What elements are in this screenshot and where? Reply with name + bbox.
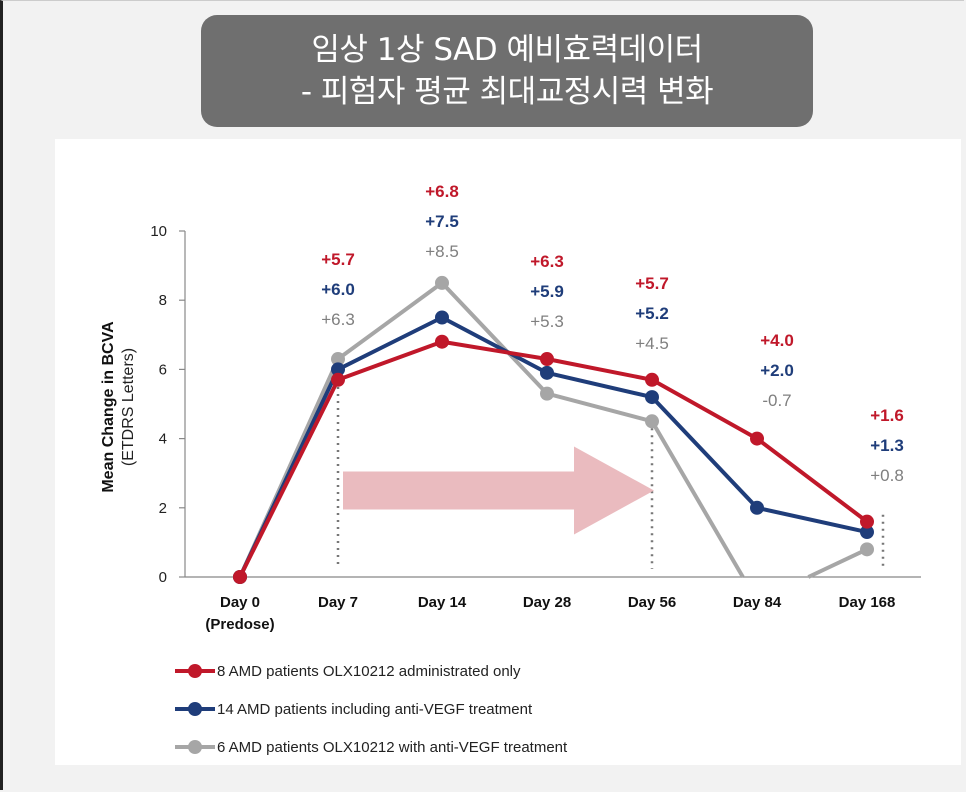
- data-label: +2.0: [760, 361, 794, 380]
- data-point-red: [750, 431, 764, 446]
- data-point-red: [331, 372, 345, 387]
- data-label: +6.3: [530, 252, 564, 271]
- title-banner: 임상 1상 SAD 예비효력데이터 - 피험자 평균 최대교정시력 변화: [201, 15, 813, 127]
- legend-label: 14 AMD patients including anti-VEGF trea…: [217, 701, 533, 718]
- data-label: +5.3: [530, 312, 564, 331]
- x-tick-label: Day 14: [418, 594, 467, 611]
- data-point-red: [233, 570, 247, 584]
- data-label: +5.2: [635, 304, 669, 323]
- axes-group: 0 2 4 6 8 10 Day 0 (Predose) Day 7 Day 14 Day 28 Da…: [100, 223, 921, 633]
- data-label: +0.8: [870, 466, 904, 485]
- data-point-gray: [435, 275, 449, 290]
- data-point-red: [860, 514, 874, 529]
- y-axis-title: Mean Change in BCVA: [100, 321, 117, 493]
- bcva-line-chart: 0 2 4 6 8 10 Day 0 (Predose) Day 7 Day 14 Day 28 Da…: [100, 182, 921, 756]
- legend-label: 8 AMD patients OLX10212 administrated on…: [217, 663, 521, 680]
- data-point-blue: [435, 310, 449, 325]
- x-tick-label: Day 0: [220, 594, 260, 611]
- data-point-gray: [860, 542, 874, 557]
- chart-panel: 0 2 4 6 8 10 Day 0 (Predose) Day 7 Day 14 Day 28 Da…: [55, 139, 961, 765]
- series-line-gray-segment: [807, 547, 868, 579]
- data-label: +5.7: [321, 250, 355, 269]
- x-tick-label: Day 28: [523, 594, 571, 611]
- x-tick-label: Day 168: [839, 594, 896, 611]
- data-labels-group: +5.7 +6.0 +6.3 +6.8 +7.5 +8.5 +6.3 +5.9 +5.3 +5.7…: [321, 182, 904, 485]
- data-point-blue: [860, 525, 874, 540]
- data-point-gray: [540, 386, 554, 401]
- data-point-blue: [645, 390, 659, 405]
- legend-label: 6 AMD patients OLX10212 with anti-VEGF t…: [217, 739, 568, 756]
- data-label: +6.8: [425, 182, 459, 201]
- legend-marker: [188, 740, 202, 754]
- series-line-gray-segment: [650, 420, 745, 579]
- y-tick-label: 6: [159, 361, 167, 378]
- y-tick-label: 8: [159, 292, 167, 309]
- data-point-blue: [540, 365, 554, 380]
- title-line-1: 임상 1상 SAD 예비효력데이터: [311, 32, 703, 68]
- data-label: +7.5: [425, 212, 459, 231]
- y-tick-label: 2: [159, 500, 167, 517]
- legend-group: 8 AMD patients OLX10212 administrated on…: [175, 663, 568, 756]
- legend-marker: [188, 664, 202, 678]
- x-tick-label: Day 56: [628, 594, 676, 611]
- data-label: +4.0: [760, 331, 794, 350]
- data-label: +1.6: [870, 406, 904, 425]
- data-point-red: [435, 334, 449, 349]
- y-tick-label: 4: [159, 431, 167, 448]
- x-tick-label: Day 84: [733, 594, 782, 611]
- data-point-gray: [331, 352, 345, 367]
- data-label: +6.3: [321, 310, 355, 329]
- data-point-gray: [645, 414, 659, 429]
- data-label: +6.0: [321, 280, 355, 299]
- title-line-2: - 피험자 평균 최대교정시력 변화: [300, 74, 714, 110]
- data-point-red: [540, 352, 554, 367]
- x-tick-label: (Predose): [205, 616, 274, 633]
- arrow-group: [343, 446, 654, 535]
- y-axis-subtitle: (ETDRS Letters): [120, 348, 137, 466]
- x-tick-label: Day 7: [318, 594, 358, 611]
- legend-marker: [188, 702, 202, 716]
- data-point-blue: [750, 500, 764, 515]
- data-label: +8.5: [425, 242, 459, 261]
- data-label: +1.3: [870, 436, 904, 455]
- data-point-red: [645, 372, 659, 387]
- y-tick-label: 10: [150, 223, 167, 240]
- series-lines-group: [233, 275, 874, 584]
- trend-arrow: [343, 446, 654, 535]
- reference-lines-group: [336, 359, 885, 569]
- data-label: +5.9: [530, 282, 564, 301]
- data-label: -0.7: [762, 391, 791, 410]
- y-tick-label: 0: [159, 569, 167, 586]
- data-label: +5.7: [635, 274, 669, 293]
- data-label: +4.5: [635, 334, 669, 353]
- series-line-gray: [238, 280, 653, 578]
- data-point-blue: [331, 362, 345, 377]
